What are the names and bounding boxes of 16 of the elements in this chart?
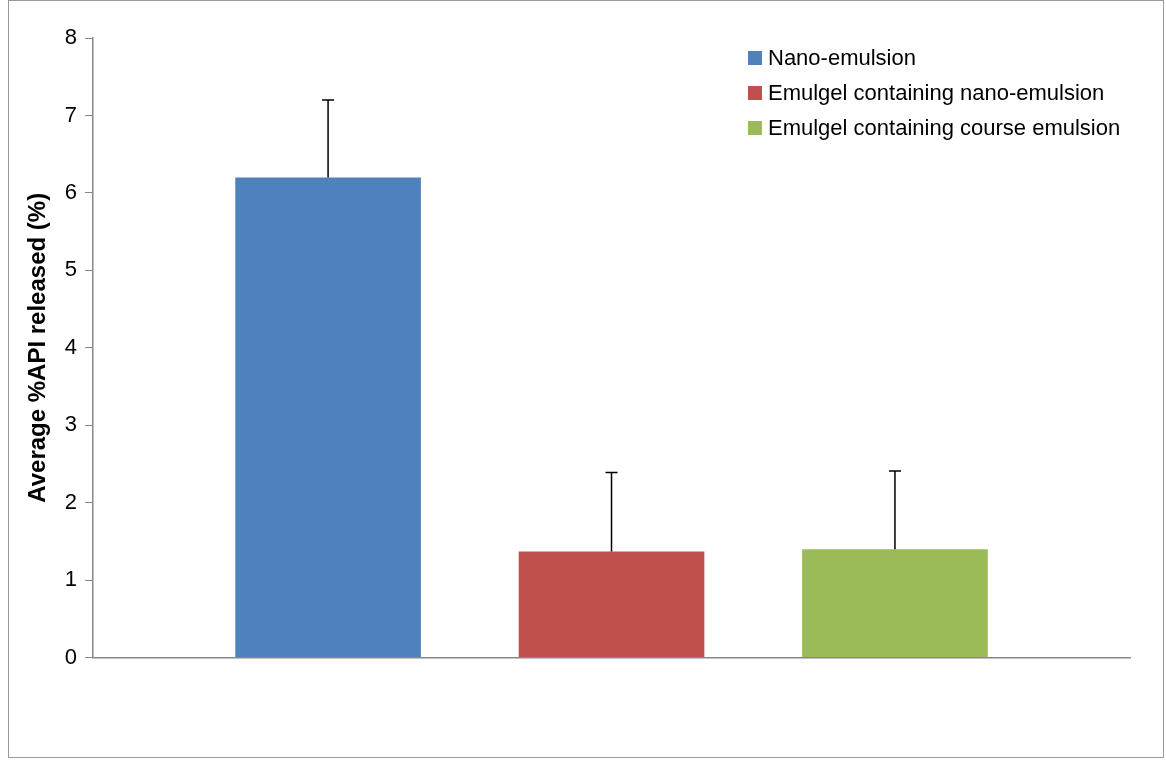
y-tick-label: 1	[64, 566, 78, 592]
y-tick-label: 2	[64, 488, 78, 514]
y-tick-label: 8	[64, 24, 78, 50]
y-tick-label: 0	[64, 643, 78, 669]
legend-label: Emulgel containing nano-emulsion	[768, 79, 1105, 107]
y-axis-title: Average %API released (%)	[23, 192, 51, 503]
y-tick-label: 7	[64, 101, 78, 127]
bar	[802, 549, 988, 658]
y-tick-label: 4	[64, 333, 78, 359]
legend-label: Nano-emulsion	[768, 44, 916, 72]
bar	[235, 177, 421, 658]
y-tick-label: 3	[64, 411, 78, 437]
y-tick-label: 5	[64, 256, 78, 282]
y-tick-label: 6	[64, 178, 78, 204]
legend-label: Emulgel containing course emulsion	[768, 114, 1121, 142]
bar	[518, 551, 705, 658]
